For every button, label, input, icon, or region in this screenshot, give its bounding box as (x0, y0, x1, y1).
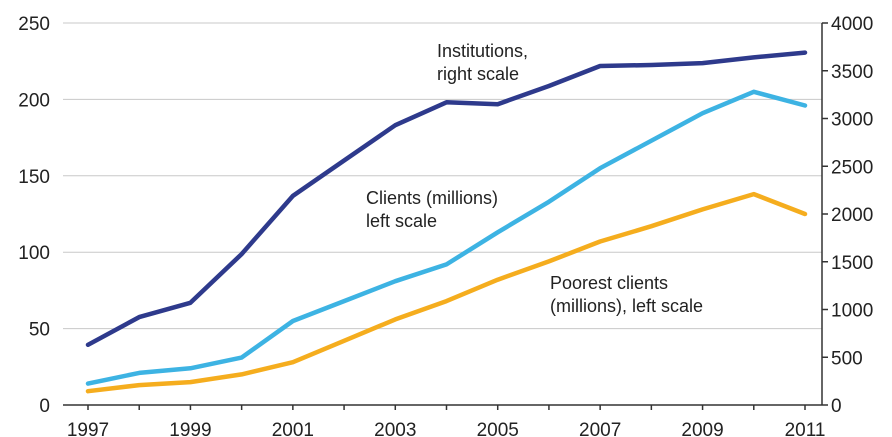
x-tick-label: 2005 (477, 420, 519, 437)
y-left-tick-label: 100 (18, 243, 50, 264)
y-right-tick-label: 3500 (831, 62, 873, 83)
y-right-tick-label: 1500 (831, 253, 873, 274)
x-tick-label: 2001 (272, 420, 314, 437)
y-right-tick-label: 4000 (831, 14, 873, 35)
annotation-clients-line1: Clients (millions) (366, 188, 498, 208)
y-right-tick-label: 500 (831, 348, 863, 369)
series-line-poorest_clients (85, 191, 808, 394)
annotation-clients-line2: left scale (366, 211, 437, 231)
series-line-institutions (85, 50, 808, 348)
x-tick-label: 1999 (169, 420, 211, 437)
annotation-institutions-line2: right scale (437, 64, 519, 84)
y-right-tick-label: 3000 (831, 110, 873, 131)
y-left-tick-label: 0 (39, 396, 50, 417)
annotations: Institutions, right scale Clients (milli… (366, 41, 703, 316)
annotation-poorest-line1: Poorest clients (550, 273, 668, 293)
y-left-tick-label: 250 (18, 14, 50, 35)
axes: 0501001502002500500100015002000250030003… (18, 14, 873, 437)
annotation-poorest-line2: (millions), left scale (550, 296, 703, 316)
x-tick-label: 1997 (67, 420, 109, 437)
y-left-tick-label: 200 (18, 90, 50, 111)
y-right-tick-label: 2500 (831, 157, 873, 178)
x-tick-label: 2003 (374, 420, 416, 437)
y-left-tick-label: 50 (29, 320, 50, 341)
gridlines (63, 22, 822, 330)
x-tick-label: 2009 (681, 420, 723, 437)
y-right-tick-label: 1000 (831, 301, 873, 322)
series-line-clients (85, 89, 808, 386)
annotation-institutions-line1: Institutions, (437, 41, 528, 61)
series-lines (85, 50, 808, 394)
y-right-tick-label: 2000 (831, 205, 873, 226)
x-tick-label: 2011 (785, 420, 826, 437)
y-right-tick-label: 0 (831, 396, 842, 417)
y-left-tick-label: 150 (18, 167, 50, 188)
x-tick-label: 2007 (579, 420, 621, 437)
